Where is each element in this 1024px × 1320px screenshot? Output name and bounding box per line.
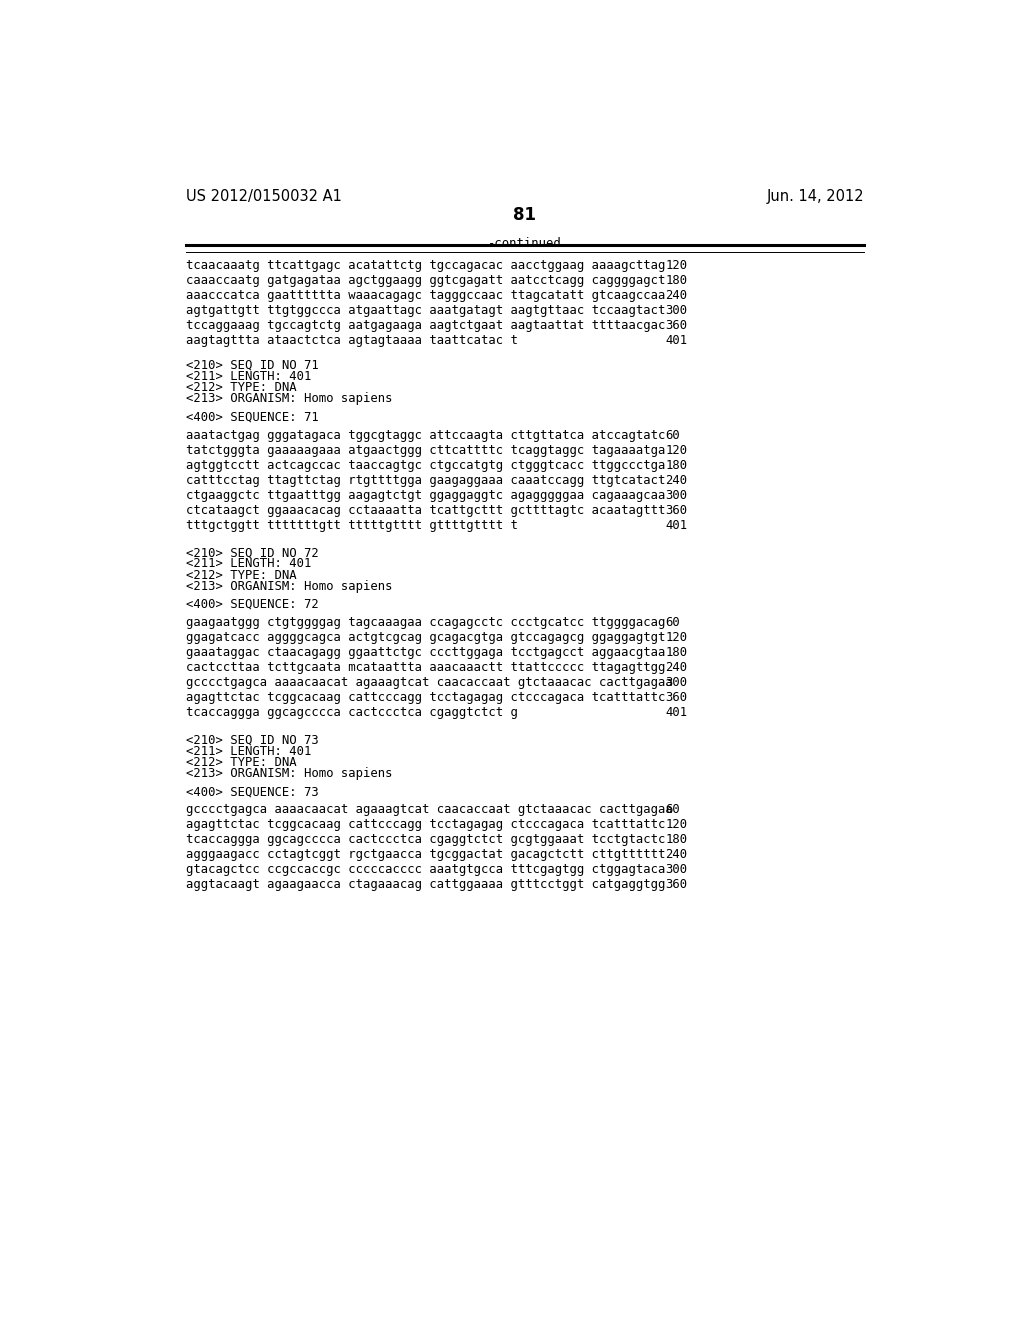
Text: agggaagacc cctagtcggt rgctgaacca tgcggactat gacagctctt cttgtttttt: agggaagacc cctagtcggt rgctgaacca tgcggac… [186,849,666,861]
Text: <212> TYPE: DNA: <212> TYPE: DNA [186,569,297,582]
Text: 300: 300 [665,676,687,689]
Text: gaaataggac ctaacagagg ggaattctgc cccttggaga tcctgagcct aggaacgtaa: gaaataggac ctaacagagg ggaattctgc cccttgg… [186,645,666,659]
Text: 120: 120 [665,259,687,272]
Text: gcccctgagca aaaacaacat agaaagtcat caacaccaat gtctaaacac cacttgagaa: gcccctgagca aaaacaacat agaaagtcat caacac… [186,676,673,689]
Text: aaacccatca gaatttttta waaacagagc tagggccaac ttagcatatt gtcaagccaa: aaacccatca gaatttttta waaacagagc tagggcc… [186,289,666,301]
Text: cactccttaa tcttgcaata mcataattta aaacaaactt ttattccccc ttagagttgg: cactccttaa tcttgcaata mcataattta aaacaaa… [186,661,666,675]
Text: <212> TYPE: DNA: <212> TYPE: DNA [186,756,297,768]
Text: tcaccaggga ggcagcccca cactccctca cgaggtctct g: tcaccaggga ggcagcccca cactccctca cgaggtc… [186,706,518,719]
Text: 360: 360 [665,690,687,704]
Text: gaagaatggg ctgtggggag tagcaaagaa ccagagcctc ccctgcatcc ttggggacag: gaagaatggg ctgtggggag tagcaaagaa ccagagc… [186,616,666,628]
Text: 401: 401 [665,519,687,532]
Text: tccaggaaag tgccagtctg aatgagaaga aagtctgaat aagtaattat ttttaacgac: tccaggaaag tgccagtctg aatgagaaga aagtctg… [186,318,666,331]
Text: 240: 240 [665,289,687,301]
Text: <213> ORGANISM: Homo sapiens: <213> ORGANISM: Homo sapiens [186,579,392,593]
Text: 120: 120 [665,444,687,457]
Text: <210> SEQ ID NO 73: <210> SEQ ID NO 73 [186,734,318,747]
Text: ctcataagct ggaaacacag cctaaaatta tcattgcttt gcttttagtc acaatagttt: ctcataagct ggaaacacag cctaaaatta tcattgc… [186,504,666,516]
Text: -continued: -continued [487,238,562,249]
Text: 360: 360 [665,878,687,891]
Text: <213> ORGANISM: Homo sapiens: <213> ORGANISM: Homo sapiens [186,392,392,405]
Text: <210> SEQ ID NO 72: <210> SEQ ID NO 72 [186,546,318,560]
Text: aagtagttta ataactctca agtagtaaaa taattcatac t: aagtagttta ataactctca agtagtaaaa taattca… [186,334,518,347]
Text: 60: 60 [665,616,680,628]
Text: US 2012/0150032 A1: US 2012/0150032 A1 [186,189,342,205]
Text: 180: 180 [665,645,687,659]
Text: aggtacaagt agaagaacca ctagaaacag cattggaaaa gtttcctggt catgaggtgg: aggtacaagt agaagaacca ctagaaacag cattgga… [186,878,666,891]
Text: 60: 60 [665,803,680,816]
Text: 60: 60 [665,429,680,442]
Text: 300: 300 [665,304,687,317]
Text: <400> SEQUENCE: 71: <400> SEQUENCE: 71 [186,411,318,424]
Text: tttgctggtt tttttttgtt tttttgtttt gttttgtttt t: tttgctggtt tttttttgtt tttttgtttt gttttgt… [186,519,518,532]
Text: <213> ORGANISM: Homo sapiens: <213> ORGANISM: Homo sapiens [186,767,392,780]
Text: agtgattgtt ttgtggccca atgaattagc aaatgatagt aagtgttaac tccaagtact: agtgattgtt ttgtggccca atgaattagc aaatgat… [186,304,666,317]
Text: 360: 360 [665,504,687,516]
Text: 240: 240 [665,849,687,861]
Text: Jun. 14, 2012: Jun. 14, 2012 [767,189,864,205]
Text: catttcctag ttagttctag rtgttttgga gaagaggaaa caaatccagg ttgtcatact: catttcctag ttagttctag rtgttttgga gaagagg… [186,474,666,487]
Text: 120: 120 [665,818,687,832]
Text: ctgaaggctc ttgaatttgg aagagtctgt ggaggaggtc agagggggaa cagaaagcaa: ctgaaggctc ttgaatttgg aagagtctgt ggaggag… [186,488,666,502]
Text: <210> SEQ ID NO 71: <210> SEQ ID NO 71 [186,359,318,372]
Text: <211> LENGTH: 401: <211> LENGTH: 401 [186,370,311,383]
Text: ggagatcacc aggggcagca actgtcgcag gcagacgtga gtccagagcg ggaggagtgt: ggagatcacc aggggcagca actgtcgcag gcagacg… [186,631,666,644]
Text: 300: 300 [665,863,687,876]
Text: caaaccaatg gatgagataa agctggaagg ggtcgagatt aatcctcagg caggggagct: caaaccaatg gatgagataa agctggaagg ggtcgag… [186,273,666,286]
Text: 180: 180 [665,459,687,471]
Text: 180: 180 [665,273,687,286]
Text: 240: 240 [665,474,687,487]
Text: <400> SEQUENCE: 73: <400> SEQUENCE: 73 [186,785,318,799]
Text: tatctgggta gaaaaagaaa atgaactggg cttcattttc tcaggtaggc tagaaaatga: tatctgggta gaaaaagaaa atgaactggg cttcatt… [186,444,666,457]
Text: 401: 401 [665,334,687,347]
Text: 401: 401 [665,706,687,719]
Text: tcaccaggga ggcagcccca cactccctca cgaggtctct gcgtggaaat tcctgtactc: tcaccaggga ggcagcccca cactccctca cgaggtc… [186,833,666,846]
Text: <212> TYPE: DNA: <212> TYPE: DNA [186,381,297,395]
Text: 240: 240 [665,661,687,675]
Text: <400> SEQUENCE: 72: <400> SEQUENCE: 72 [186,598,318,611]
Text: <211> LENGTH: 401: <211> LENGTH: 401 [186,744,311,758]
Text: gtacagctcc ccgccaccgc cccccacccc aaatgtgcca tttcgagtgg ctggagtaca: gtacagctcc ccgccaccgc cccccacccc aaatgtg… [186,863,666,876]
Text: <211> LENGTH: 401: <211> LENGTH: 401 [186,557,311,570]
Text: 360: 360 [665,318,687,331]
Text: 180: 180 [665,833,687,846]
Text: gcccctgagca aaaacaacat agaaagtcat caacaccaat gtctaaacac cacttgagaa: gcccctgagca aaaacaacat agaaagtcat caacac… [186,803,673,816]
Text: 81: 81 [513,206,537,224]
Text: agagttctac tcggcacaag cattcccagg tcctagagag ctcccagaca tcatttattc: agagttctac tcggcacaag cattcccagg tcctaga… [186,690,666,704]
Text: 300: 300 [665,488,687,502]
Text: agagttctac tcggcacaag cattcccagg tcctagagag ctcccagaca tcatttattc: agagttctac tcggcacaag cattcccagg tcctaga… [186,818,666,832]
Text: 120: 120 [665,631,687,644]
Text: aaatactgag gggatagaca tggcgtaggc attccaagta cttgttatca atccagtatc: aaatactgag gggatagaca tggcgtaggc attccaa… [186,429,666,442]
Text: agtggtcctt actcagccac taaccagtgc ctgccatgtg ctgggtcacc ttggccctga: agtggtcctt actcagccac taaccagtgc ctgccat… [186,459,666,471]
Text: tcaacaaatg ttcattgagc acatattctg tgccagacac aacctggaag aaaagcttag: tcaacaaatg ttcattgagc acatattctg tgccaga… [186,259,666,272]
